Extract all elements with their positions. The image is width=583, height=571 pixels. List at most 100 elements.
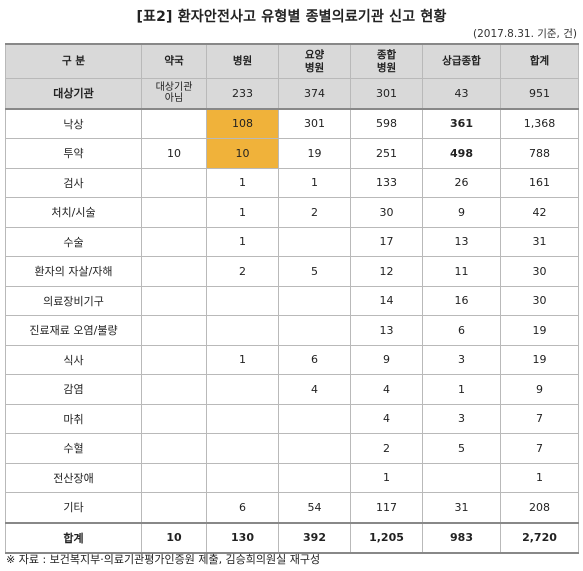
cell: 1 [206, 197, 279, 228]
table-row: 낙상 108 301 598 361 1,368 [5, 107, 579, 139]
row-label: 수혈 [5, 433, 142, 464]
cell: 17 [350, 226, 423, 257]
cell: 1 [206, 167, 279, 198]
header-total: 합계 [500, 43, 579, 79]
cell: 6 [422, 315, 501, 346]
cell [278, 315, 351, 346]
cell: 251 [350, 138, 423, 169]
cell: 31 [500, 226, 579, 257]
total-row: 합계 10 130 392 1,205 983 2,720 [5, 521, 579, 554]
row-label: 낙상 [5, 107, 142, 139]
cell: 1,368 [500, 107, 579, 139]
table-row: 감염 4 4 1 9 [5, 374, 579, 405]
cell: 2 [350, 433, 423, 464]
cell: 30 [500, 256, 579, 287]
table-row: 식사 1 6 9 3 19 [5, 344, 579, 375]
cell [206, 315, 279, 346]
source-note: ※ 자료 : 보건복지부·의료기관평가인증원 제출, 김승희의원실 재구성 [6, 553, 321, 566]
cell [278, 226, 351, 257]
row-label: 합계 [5, 521, 142, 554]
cell [206, 433, 279, 464]
cell: 1 [350, 462, 423, 493]
cell: 4 [350, 403, 423, 434]
cell: 19 [500, 344, 579, 375]
cell: 2 [206, 256, 279, 287]
cell [141, 256, 207, 287]
cell [141, 285, 207, 316]
cell: 1 [206, 226, 279, 257]
header-category: 구 분 [5, 43, 142, 79]
report-table: 구 분 약국 병원 요양 병원 종합 병원 상급종합 합계 대상기관 대상기관 아님… [5, 43, 579, 554]
cell: 4 [350, 374, 423, 405]
cell [278, 403, 351, 434]
table-row: 검사 1 1 133 26 161 [5, 167, 579, 198]
cell: 7 [500, 433, 579, 464]
header-general-hospital: 종합 병원 [350, 43, 423, 79]
cell [141, 433, 207, 464]
cell: 16 [422, 285, 501, 316]
cell [278, 285, 351, 316]
cell [206, 403, 279, 434]
cell: 301 [278, 107, 351, 139]
cell: 54 [278, 492, 351, 523]
cell: 598 [350, 107, 423, 139]
cell: 374 [278, 78, 351, 109]
cell [206, 462, 279, 493]
cell: 10 [141, 138, 207, 169]
cell [141, 374, 207, 405]
cell: 9 [350, 344, 423, 375]
cell: 19 [278, 138, 351, 169]
cell: 19 [500, 315, 579, 346]
cell: 208 [500, 492, 579, 523]
cell: 233 [206, 78, 279, 109]
row-label: 대상기관 [5, 78, 142, 109]
table-row: 수혈 2 5 7 [5, 433, 579, 464]
table-row: 처치/시술 1 2 30 9 42 [5, 197, 579, 228]
cell [141, 492, 207, 523]
cell: 161 [500, 167, 579, 198]
row-label: 투약 [5, 138, 142, 169]
cell: 6 [278, 344, 351, 375]
table-row: 의료장비기구 14 16 30 [5, 285, 579, 316]
row-label: 수술 [5, 226, 142, 257]
header-tertiary-hospital: 상급종합 [422, 43, 501, 79]
cell: 117 [350, 492, 423, 523]
table-row: 수술 1 17 13 31 [5, 226, 579, 257]
cell: 361 [422, 107, 501, 139]
cell: 2 [278, 197, 351, 228]
cell [206, 285, 279, 316]
row-label: 마취 [5, 403, 142, 434]
cell: 498 [422, 138, 501, 169]
cell: 7 [500, 403, 579, 434]
cell: 11 [422, 256, 501, 287]
row-label: 감염 [5, 374, 142, 405]
cell: 301 [350, 78, 423, 109]
date-note: (2017.8.31. 기준, 건) [473, 28, 577, 40]
cell: 5 [422, 433, 501, 464]
cell: 31 [422, 492, 501, 523]
table-row: 기타 6 54 117 31 208 [5, 492, 579, 523]
cell: 13 [350, 315, 423, 346]
cell: 5 [278, 256, 351, 287]
table-row: 투약 10 10 19 251 498 788 [5, 138, 579, 169]
cell [141, 167, 207, 198]
cell [141, 403, 207, 434]
cell: 983 [422, 521, 501, 554]
cell: 6 [206, 492, 279, 523]
header-nursing-hospital: 요양 병원 [278, 43, 351, 79]
cell: 951 [500, 78, 579, 109]
cell: 788 [500, 138, 579, 169]
cell [141, 462, 207, 493]
row-label: 의료장비기구 [5, 285, 142, 316]
cell: 1 [206, 344, 279, 375]
table-row: 마취 4 3 7 [5, 403, 579, 434]
cell [141, 344, 207, 375]
header-row: 구 분 약국 병원 요양 병원 종합 병원 상급종합 합계 [5, 43, 579, 79]
header-hospital: 병원 [206, 43, 279, 79]
cell: 1,205 [350, 521, 423, 554]
cell: 392 [278, 521, 351, 554]
target-row: 대상기관 대상기관 아님 233 374 301 43 951 [5, 78, 579, 109]
cell [278, 433, 351, 464]
cell: 130 [206, 521, 279, 554]
row-label: 처치/시술 [5, 197, 142, 228]
